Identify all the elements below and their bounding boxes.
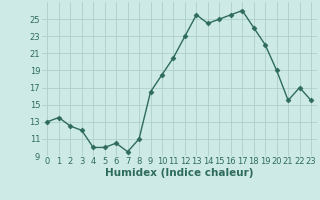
X-axis label: Humidex (Indice chaleur): Humidex (Indice chaleur) [105, 168, 253, 178]
